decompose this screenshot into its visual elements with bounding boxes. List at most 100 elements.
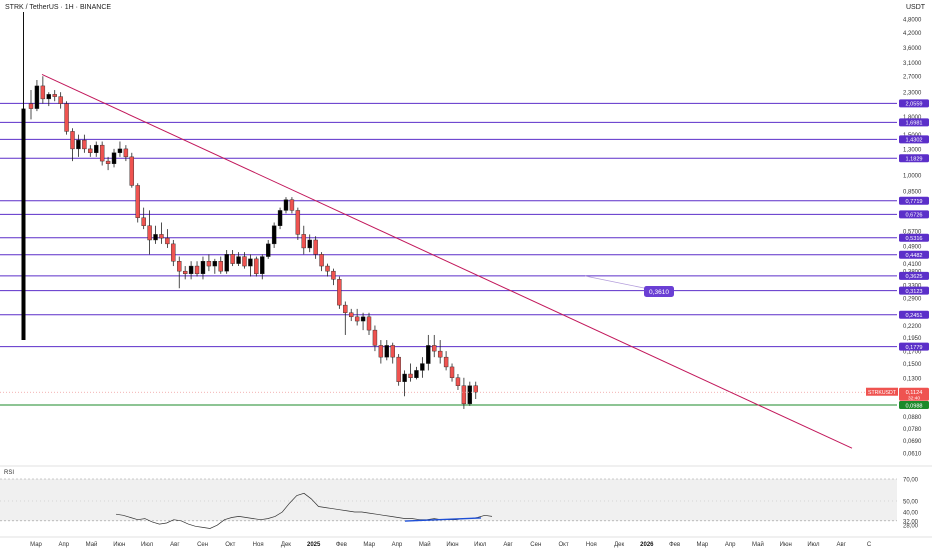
annotation-pointer xyxy=(584,275,645,289)
time-tick-label: Мар xyxy=(30,542,42,548)
candle-body xyxy=(248,258,253,267)
rsi-tick-label: 70,00 xyxy=(903,478,919,484)
time-tick-label: Сен xyxy=(530,542,541,548)
candle-body xyxy=(206,261,212,267)
candle-body xyxy=(289,199,295,211)
candle-body xyxy=(325,265,330,272)
time-tick-label: Фев xyxy=(669,542,680,548)
candlesticks xyxy=(21,12,478,409)
candle-body xyxy=(28,103,34,109)
level-price-tag xyxy=(899,271,929,280)
rsi-band-fill xyxy=(0,479,897,521)
candle-body xyxy=(254,258,259,275)
candle-body xyxy=(129,156,135,186)
descending-trendline[interactable] xyxy=(41,73,853,449)
candle-body xyxy=(266,243,271,257)
candle-body xyxy=(260,256,265,275)
level-price-tag xyxy=(899,250,929,259)
candle-body xyxy=(105,160,111,164)
candle-body xyxy=(277,210,283,226)
annotation-box[interactable] xyxy=(644,286,674,297)
candle-body xyxy=(366,316,372,331)
time-tick-label: Май xyxy=(752,541,764,548)
candle-body xyxy=(194,265,200,275)
price-tick-label: 3,1000 xyxy=(903,61,922,67)
time-tick-label: Июл xyxy=(474,542,487,548)
level-price-tag xyxy=(899,135,929,144)
candle-body xyxy=(76,139,81,150)
time-tick-label: Дек xyxy=(281,542,291,548)
candle-body xyxy=(414,370,419,378)
time-tick-label: Июл xyxy=(807,542,820,548)
time-tick-label: Окт xyxy=(225,542,235,548)
level-price-label: 0,1779 xyxy=(905,345,922,351)
price-annotation[interactable]: 0,3610 xyxy=(584,275,674,297)
candle-body xyxy=(200,261,206,275)
candle-body xyxy=(94,144,99,153)
time-tick-label: 2025 xyxy=(307,542,321,548)
price-tick-label: 0,0610 xyxy=(903,451,922,457)
level-price-tag xyxy=(899,154,929,163)
level-price-label: 1,1829 xyxy=(905,157,922,163)
time-tick-label: Мар xyxy=(363,542,375,548)
rsi-tick-label: 40,00 xyxy=(903,511,919,517)
candle-body xyxy=(153,234,158,241)
last-price-tag xyxy=(899,387,929,401)
horizontal-levels[interactable]: 2,0559 1,6981 1,4302 1,1829 0,7719 0,6726 0,53… xyxy=(0,99,929,351)
candle-body xyxy=(271,225,277,245)
time-tick-label: Окт xyxy=(559,542,569,548)
rsi-divergence-line xyxy=(404,517,482,522)
price-tick-label: 0,0780 xyxy=(903,427,922,433)
candle-body xyxy=(313,239,318,255)
candle-body xyxy=(295,210,301,235)
support-price-label: 0,0988 xyxy=(905,403,922,409)
candle-body xyxy=(354,316,360,322)
candle-body xyxy=(408,373,413,378)
symbol-tag-label: STRKUSDT xyxy=(868,390,897,396)
time-tick-label: Мар xyxy=(697,542,709,548)
time-tick-label: Фев xyxy=(336,542,347,548)
candle-body xyxy=(307,239,312,249)
time-tick-label: С xyxy=(867,542,872,548)
candle-countdown-label: 32:40 xyxy=(908,396,920,402)
time-tick-label: Май xyxy=(86,541,98,548)
level-price-label: 0,2451 xyxy=(905,313,922,319)
time-tick-label: Июн xyxy=(446,542,458,548)
trendline[interactable] xyxy=(41,73,853,449)
level-price-label: 1,6981 xyxy=(905,121,922,127)
candle-body xyxy=(52,94,57,97)
candle-body xyxy=(230,254,235,264)
time-tick-label: Июн xyxy=(113,542,125,548)
symbol-tag xyxy=(866,387,898,396)
candle-body xyxy=(188,265,194,275)
price-tick-label: 0,5700 xyxy=(903,229,922,235)
candle-body xyxy=(360,316,366,322)
support-price-tag xyxy=(899,401,929,410)
candle-body xyxy=(432,345,437,352)
rsi-tick-label: 32,00 xyxy=(903,519,919,525)
candle-body xyxy=(242,256,247,267)
level-price-tag xyxy=(899,342,929,351)
time-axis[interactable]: Мар Апр Май Июн Июл Авг Сен Окт Ноя Дек 2025 Фев Мар… xyxy=(30,541,872,548)
listing-candle-body xyxy=(21,108,26,340)
annotation-label: 0,3610 xyxy=(649,289,669,296)
candle-body xyxy=(111,152,117,164)
level-price-label: 0,5316 xyxy=(905,236,922,242)
rsi-tick-label: 50,00 xyxy=(903,500,919,506)
candle-body xyxy=(331,270,336,280)
level-price-label: 0,3625 xyxy=(905,274,922,280)
candle-body xyxy=(171,243,176,262)
price-tick-label: 0,1500 xyxy=(903,362,922,368)
level-price-label: 0,4482 xyxy=(905,253,922,259)
candle-body xyxy=(64,103,69,132)
price-tick-label: 0,2900 xyxy=(903,297,922,303)
level-price-label: 1,4302 xyxy=(905,138,922,144)
chart-title: STRK / TetherUS · 1H · BINANCE xyxy=(5,4,111,11)
last-price-label: 0,1124 xyxy=(906,390,923,396)
support-line[interactable]: 0,0988 xyxy=(0,401,929,409)
candle-body xyxy=(34,85,40,109)
candle-body xyxy=(378,345,384,358)
candle-body xyxy=(437,350,443,358)
